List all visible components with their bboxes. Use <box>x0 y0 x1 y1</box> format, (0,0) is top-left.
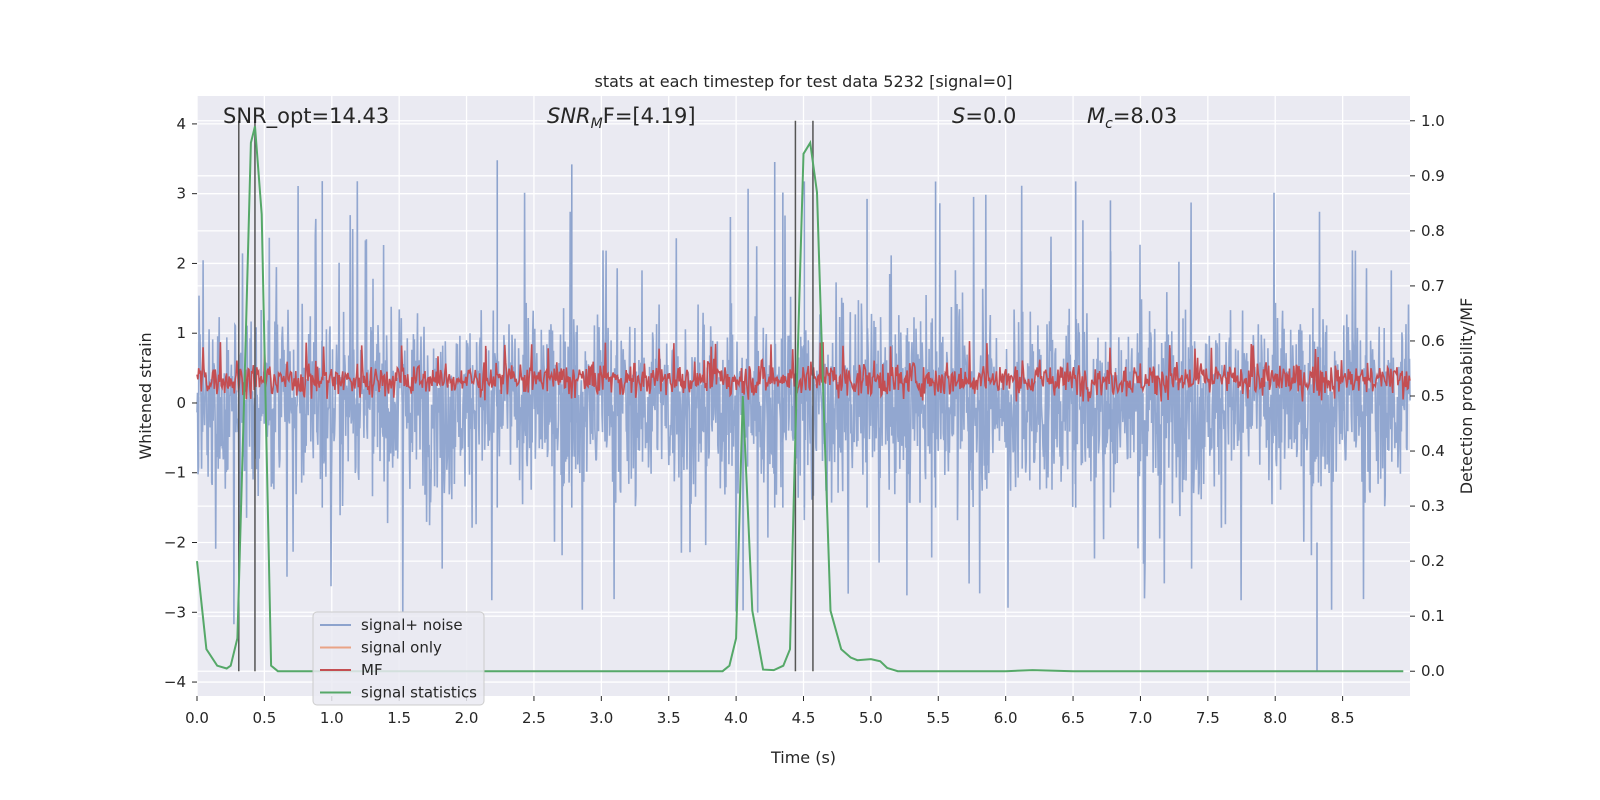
y-left-tick-label: 1 <box>176 324 186 342</box>
y-left-tick-label: 0 <box>176 394 186 412</box>
s-value: =0.0 <box>965 104 1016 128</box>
mc-value: =8.03 <box>1113 104 1177 128</box>
x-tick-label: 4.5 <box>792 709 816 727</box>
annotation-snr-mf: SNRMF=[4.19] <box>547 104 696 132</box>
x-tick-label: 3.0 <box>589 709 613 727</box>
y-right-tick-label: 0.5 <box>1421 387 1445 405</box>
y-right-tick-label: 0.9 <box>1421 167 1445 185</box>
x-tick-label: 5.0 <box>859 709 883 727</box>
series-signal-statistics <box>196 126 1404 673</box>
x-tick-label: 4.0 <box>724 709 748 727</box>
legend-label: MF <box>361 661 383 679</box>
y-right-tick-label: 0.0 <box>1421 662 1445 680</box>
legend-label: signal+ noise <box>361 616 463 634</box>
y-right-tick-label: 0.6 <box>1421 332 1445 350</box>
y-left-tick-label: 2 <box>176 254 186 272</box>
axis-ticks: 0.0 0.5 1.0 1.5 2.0 2.5 3.0 3.5 4.0 4.5 5.0 5.5 6.0 6… <box>164 112 1445 727</box>
legend-label: signal only <box>361 639 442 657</box>
y-right-tick-label: 0.1 <box>1421 607 1445 625</box>
legend: signal+ noise signal only MF signal statist… <box>312 611 485 706</box>
series-signal-noise <box>196 160 1411 672</box>
x-tick-label: 7.5 <box>1196 709 1220 727</box>
y-left-tick-label: −3 <box>164 603 186 621</box>
legend-box <box>312 611 485 706</box>
mc-label: M <box>1087 104 1105 128</box>
x-tick-label: 0.5 <box>252 709 276 727</box>
y-left-tick-label: 4 <box>176 115 186 133</box>
s-label: S <box>952 104 965 128</box>
x-tick-label: 3.5 <box>657 709 681 727</box>
annotation-s: S=0.0 <box>952 104 1016 128</box>
mc-subscript: c <box>1105 116 1113 132</box>
signal-noise-line <box>196 181 1411 625</box>
x-tick-label: 2.0 <box>455 709 479 727</box>
y-axis-label-left: Whitened strain <box>136 332 155 459</box>
x-tick-label: 5.5 <box>926 709 950 727</box>
snr-mf-value: F=[4.19] <box>603 104 696 128</box>
x-tick-label: 7.0 <box>1129 709 1153 727</box>
legend-label: signal statistics <box>361 684 477 702</box>
y-right-tick-label: 0.3 <box>1421 497 1445 515</box>
annotation-mc: Mc=8.03 <box>1087 104 1177 132</box>
chart-title: stats at each timestep for test data 523… <box>594 72 1012 91</box>
snr-mf-label: SNR <box>547 104 591 128</box>
y-left-tick-label: −2 <box>164 534 186 552</box>
x-tick-label: 8.0 <box>1263 709 1287 727</box>
y-right-tick-label: 1.0 <box>1421 112 1445 130</box>
snr-mf-subscript: M <box>591 116 603 132</box>
y-axis-label-right: Detection probability/MF <box>1457 298 1476 495</box>
y-left-tick-label: −1 <box>164 464 186 482</box>
y-right-tick-label: 0.8 <box>1421 222 1445 240</box>
x-tick-label: 8.5 <box>1331 709 1355 727</box>
signal-statistics-line <box>196 126 1404 673</box>
y-right-tick-label: 0.4 <box>1421 442 1445 460</box>
x-tick-label: 1.5 <box>387 709 411 727</box>
series-mf <box>196 341 1411 402</box>
x-tick-label: 6.0 <box>994 709 1018 727</box>
y-right-tick-label: 0.7 <box>1421 277 1445 295</box>
x-axis-label: Time (s) <box>770 748 836 767</box>
y-left-tick-label: −4 <box>164 673 186 691</box>
y-left-tick-label: 3 <box>176 185 186 203</box>
mf-line <box>196 341 1411 402</box>
y-right-tick-label: 0.2 <box>1421 552 1445 570</box>
x-tick-label: 0.0 <box>185 709 209 727</box>
x-tick-label: 1.0 <box>320 709 344 727</box>
x-tick-label: 6.5 <box>1061 709 1085 727</box>
x-tick-label: 2.5 <box>522 709 546 727</box>
annotation-snr-opt: SNR_opt=14.43 <box>223 104 389 129</box>
